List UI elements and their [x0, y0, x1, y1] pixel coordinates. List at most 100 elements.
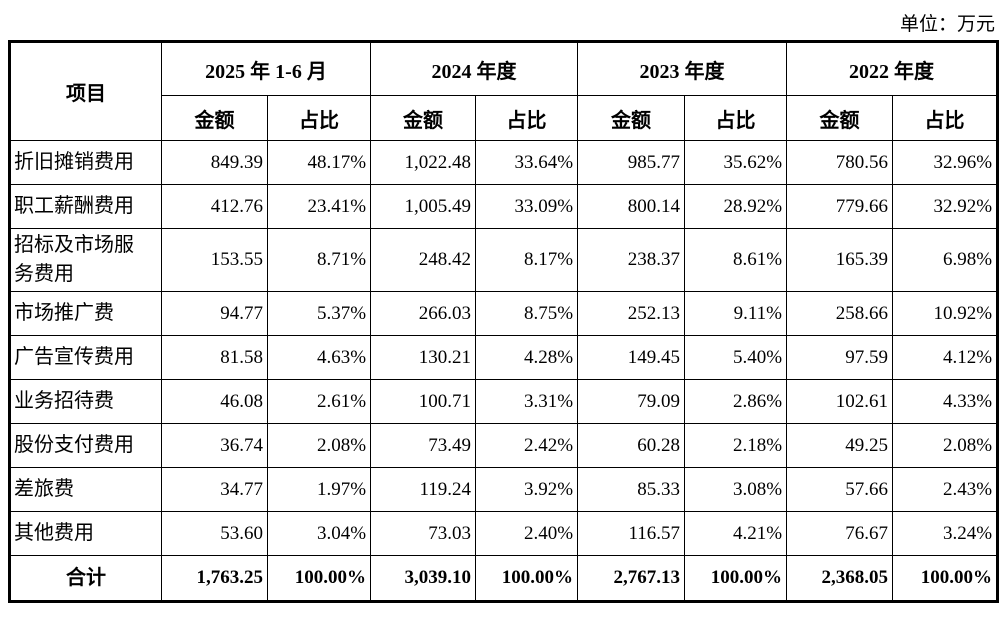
header-ratio-2023: 占比	[684, 95, 788, 141]
ratio-cell: 4.28%	[475, 335, 579, 380]
ratio-cell: 4.12%	[892, 335, 999, 380]
header-period-2022: 2022 年度	[786, 41, 999, 96]
ratio-cell: 2.08%	[266, 423, 372, 468]
ratio-cell: 2.43%	[892, 467, 999, 512]
amount-cell: 49.25	[786, 423, 894, 468]
table-row: 差旅费 34.77 1.97% 119.24 3.92% 85.33 3.08% 57.66 2…	[9, 467, 999, 512]
amount-cell: 73.49	[370, 423, 477, 468]
amount-cell: 266.03	[370, 291, 477, 336]
row-label: 股份支付费用	[9, 423, 162, 468]
header-amount-2023: 金额	[577, 95, 686, 141]
header-ratio-2025h1: 占比	[266, 95, 372, 141]
ratio-cell: 100.00%	[684, 555, 788, 602]
ratio-cell: 3.08%	[684, 467, 788, 512]
ratio-cell: 23.41%	[266, 184, 372, 229]
amount-cell: 258.66	[786, 291, 894, 336]
unit-label: 单位：万元	[899, 14, 995, 35]
ratio-cell: 2.18%	[684, 423, 788, 468]
amount-cell: 849.39	[161, 140, 268, 185]
row-label: 业务招待费	[9, 379, 162, 424]
header-period-2025h1: 2025 年 1-6 月	[160, 41, 372, 96]
header-amount-2022: 金额	[786, 95, 894, 141]
ratio-cell: 8.75%	[475, 291, 579, 336]
ratio-cell: 28.92%	[684, 184, 788, 229]
document-page: 单位：万元 项目 2025 年 1-6 月 2024 年度 2023 年度 20…	[0, 10, 1001, 642]
amount-cell: 780.56	[786, 140, 894, 185]
ratio-cell: 100.00%	[266, 555, 372, 602]
amount-cell: 116.57	[577, 511, 686, 556]
ratio-cell: 3.31%	[475, 379, 579, 424]
ratio-cell: 100.00%	[475, 555, 579, 602]
ratio-cell: 6.98%	[892, 228, 999, 292]
expense-breakdown-table: 项目 2025 年 1-6 月 2024 年度 2023 年度 2022 年度 …	[8, 40, 1000, 603]
row-label: 职工薪酬费用	[9, 184, 162, 229]
ratio-cell: 2.86%	[684, 379, 788, 424]
ratio-cell: 4.21%	[684, 511, 788, 556]
header-period-row: 项目 2025 年 1-6 月 2024 年度 2023 年度 2022 年度	[9, 41, 999, 141]
amount-cell: 238.37	[577, 228, 686, 292]
amount-cell: 46.08	[161, 379, 268, 424]
ratio-cell: 8.17%	[475, 228, 579, 292]
amount-cell: 1,005.49	[370, 184, 477, 229]
amount-cell: 149.45	[577, 335, 686, 380]
amount-cell: 76.67	[786, 511, 894, 556]
ratio-cell: 9.11%	[684, 291, 788, 336]
amount-cell: 800.14	[577, 184, 686, 229]
amount-cell: 1,763.25	[161, 555, 268, 602]
table-row: 业务招待费 46.08 2.61% 100.71 3.31% 79.09 2.86% 102.…	[9, 379, 999, 424]
ratio-cell: 4.63%	[266, 335, 372, 380]
amount-cell: 36.74	[161, 423, 268, 468]
table-row: 其他费用 53.60 3.04% 73.03 2.40% 116.57 4.21% 76.67…	[9, 511, 999, 556]
total-row: 合计 1,763.25 100.00% 3,039.10 100.00% 2,767.13…	[9, 555, 999, 602]
ratio-cell: 5.40%	[684, 335, 788, 380]
row-label: 折旧摊销费用	[9, 140, 162, 185]
amount-cell: 53.60	[161, 511, 268, 556]
table-body: 折旧摊销费用 849.39 48.17% 1,022.48 33.64% 985.77 35…	[9, 140, 999, 602]
header-period-2023: 2023 年度	[577, 41, 788, 96]
amount-cell: 34.77	[161, 467, 268, 512]
amount-cell: 97.59	[786, 335, 894, 380]
amount-cell: 79.09	[577, 379, 686, 424]
table-row: 广告宣传费用 81.58 4.63% 130.21 4.28% 149.45 5.40% 97…	[9, 335, 999, 380]
amount-cell: 779.66	[786, 184, 894, 229]
table-row: 招标及市场服务费用 153.55 8.71% 248.42 8.17% 238.37 8.6…	[9, 228, 999, 292]
amount-cell: 85.33	[577, 467, 686, 512]
total-label: 合计	[9, 555, 162, 602]
amount-cell: 153.55	[161, 228, 268, 292]
ratio-cell: 8.71%	[266, 228, 372, 292]
amount-cell: 2,767.13	[577, 555, 686, 602]
row-label: 差旅费	[9, 467, 162, 512]
ratio-cell: 10.92%	[892, 291, 999, 336]
ratio-cell: 1.97%	[266, 467, 372, 512]
amount-cell: 252.13	[577, 291, 686, 336]
header-ratio-2024: 占比	[475, 95, 579, 141]
amount-cell: 412.76	[161, 184, 268, 229]
amount-cell: 81.58	[161, 335, 268, 380]
header-amount-2024: 金额	[370, 95, 477, 141]
ratio-cell: 3.04%	[266, 511, 372, 556]
amount-cell: 165.39	[786, 228, 894, 292]
ratio-cell: 32.96%	[892, 140, 999, 185]
table-header: 项目 2025 年 1-6 月 2024 年度 2023 年度 2022 年度 …	[9, 41, 999, 141]
amount-cell: 94.77	[161, 291, 268, 336]
table-row: 股份支付费用 36.74 2.08% 73.49 2.42% 60.28 2.18% 49.2…	[9, 423, 999, 468]
ratio-cell: 32.92%	[892, 184, 999, 229]
amount-cell: 248.42	[370, 228, 477, 292]
ratio-cell: 4.33%	[892, 379, 999, 424]
amount-cell: 73.03	[370, 511, 477, 556]
ratio-cell: 3.24%	[892, 511, 999, 556]
amount-cell: 100.71	[370, 379, 477, 424]
ratio-cell: 8.61%	[684, 228, 788, 292]
row-label: 广告宣传费用	[9, 335, 162, 380]
row-label: 其他费用	[9, 511, 162, 556]
amount-cell: 57.66	[786, 467, 894, 512]
amount-cell: 985.77	[577, 140, 686, 185]
table-row: 折旧摊销费用 849.39 48.17% 1,022.48 33.64% 985.77 35…	[9, 140, 999, 185]
header-period-2024: 2024 年度	[370, 41, 579, 96]
ratio-cell: 35.62%	[684, 140, 788, 185]
header-amount-2025h1: 金额	[161, 95, 268, 141]
ratio-cell: 2.42%	[475, 423, 579, 468]
amount-cell: 3,039.10	[370, 555, 477, 602]
table-row: 职工薪酬费用 412.76 23.41% 1,005.49 33.09% 800.14 28…	[9, 184, 999, 229]
ratio-cell: 2.40%	[475, 511, 579, 556]
